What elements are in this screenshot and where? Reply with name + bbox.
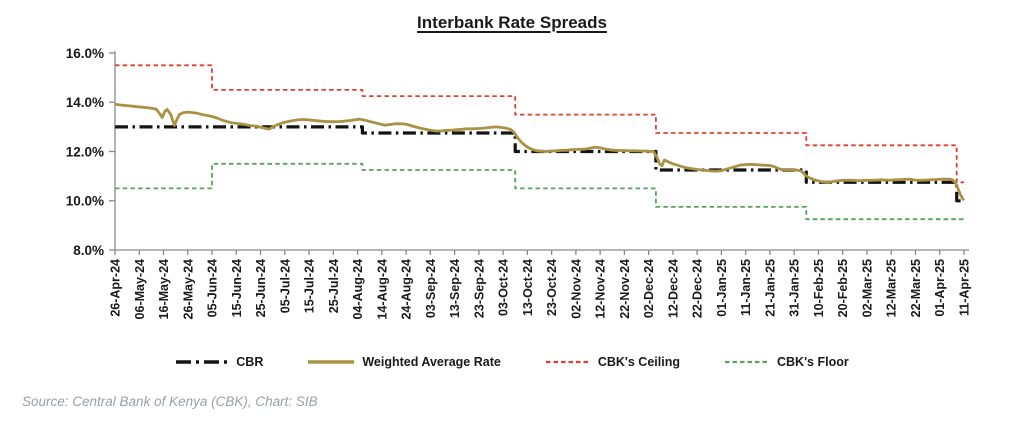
x-tick-label: 14-Aug-24 — [375, 259, 389, 319]
cbr-line — [115, 125, 964, 203]
x-tick-label: 31-Jan-25 — [788, 259, 802, 317]
legend-item-weighted-average-rate: Weighted Average Rate — [307, 355, 501, 369]
x-tick-label: 26-May-24 — [181, 259, 195, 319]
chart-title: Interbank Rate Spreads — [417, 13, 607, 32]
x-tick-label: 26-Apr-24 — [109, 259, 123, 317]
x-tick-label: 22-Dec-24 — [691, 259, 705, 318]
x-tick-label: 22-Nov-24 — [618, 259, 632, 319]
x-tick-label: 03-Sep-24 — [424, 259, 438, 318]
cbr-line-swatch — [176, 360, 229, 364]
x-tick-label: 12-Nov-24 — [594, 259, 608, 319]
cbk-floor-line-swatch — [724, 360, 769, 364]
weighted-average-rate-line-swatch — [308, 360, 355, 364]
x-tick-label: 22-Mar-25 — [909, 259, 923, 317]
legend-label-cbk-ceiling: CBK's Ceiling — [597, 355, 680, 369]
x-tick-label: 11-Apr-25 — [958, 259, 972, 316]
x-tick-label: 02-Mar-25 — [860, 259, 874, 317]
x-tick-label: 23-Sep-24 — [472, 259, 486, 318]
x-tick-label: 10-Feb-25 — [812, 259, 826, 317]
source-note: Source: Central Bank of Kenya (CBK), Cha… — [22, 394, 318, 409]
legend-item-cbk-ceiling: CBK's Ceiling — [545, 355, 680, 369]
x-tick-label: 12-Mar-25 — [885, 259, 899, 317]
x-tick-label: 06-May-24 — [133, 259, 147, 319]
x-tick-label: 11-Jan-25 — [739, 259, 753, 316]
x-tick-label: 02-Dec-24 — [642, 259, 656, 318]
x-tick-label: 16-May-24 — [157, 259, 171, 319]
x-tick-label: 23-Oct-24 — [545, 259, 559, 316]
x-tick-label: 12-Dec-24 — [666, 259, 680, 318]
legend: CBR Weighted Average Rate CBK's Ceiling … — [0, 350, 1024, 374]
x-tick-label: 13-Oct-24 — [521, 259, 535, 316]
x-tick-label: 04-Aug-24 — [351, 259, 365, 319]
y-tick-label: 16.0% — [66, 46, 104, 61]
x-tick-label: 13-Sep-24 — [448, 259, 462, 318]
x-tick-label: 25-Jul-24 — [327, 259, 341, 313]
plot-area: 16.0% 14.0% 12.0% 10.0% 8.0% 26-Apr-24 06-May-… — [66, 46, 972, 320]
legend-label-cbr: CBR — [236, 355, 264, 369]
x-tick-label: 01-Apr-25 — [933, 259, 947, 317]
y-tick-label: 12.0% — [66, 144, 104, 159]
legend-label-weighted-average-rate: Weighted Average Rate — [362, 355, 501, 369]
legend-item-cbr: CBR — [175, 355, 263, 369]
x-tick-label: 03-Oct-24 — [497, 259, 511, 316]
x-tick-label: 20-Feb-25 — [836, 259, 850, 317]
cbk-floor-line — [115, 162, 964, 221]
y-tick-label: 8.0% — [73, 243, 104, 258]
x-tick-label: 05-Jul-24 — [278, 259, 292, 313]
x-tick-label: 02-Nov-24 — [569, 259, 583, 319]
legend-item-cbk-floor: CBK's Floor — [724, 355, 849, 369]
legend-label-cbk-floor: CBK's Floor — [776, 355, 849, 369]
x-tick-label: 01-Jan-25 — [715, 259, 729, 317]
cbk-ceiling-line-swatch — [545, 360, 590, 364]
x-tick-label: 21-Jan-25 — [763, 259, 777, 317]
x-tick-label: 15-Jul-24 — [303, 259, 317, 313]
y-tick-label: 14.0% — [66, 95, 104, 110]
y-tick-label: 10.0% — [66, 194, 104, 209]
x-tick-label: 05-Jun-24 — [206, 259, 220, 317]
x-tick-label: 25-Jun-24 — [254, 259, 268, 317]
cbk-ceiling-line — [115, 64, 964, 184]
x-tick-label: 24-Aug-24 — [400, 259, 414, 319]
weighted-average-rate-line — [114, 102, 966, 202]
x-tick-label: 15-Jun-24 — [230, 259, 244, 317]
